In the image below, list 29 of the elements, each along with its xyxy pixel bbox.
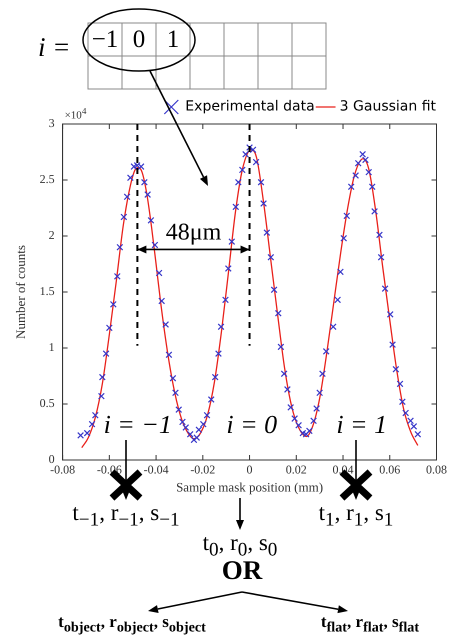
y-tick-label: 3	[48, 116, 55, 130]
x-axis-title: Sample mask position (mm)	[176, 480, 324, 495]
x-tick-label: 0.02	[286, 462, 307, 476]
text: i =	[38, 31, 70, 64]
y-tick-label: 2	[48, 228, 55, 242]
text: 1	[325, 510, 335, 531]
text: t$_{object}$, r$_{object}$, s$_{object}$	[58, 611, 206, 637]
text: t$_{flat}$, r$_{flat}$, s$_{flat}$	[320, 611, 420, 637]
text: 0	[122, 24, 156, 56]
legend-label: Experimental data	[185, 98, 315, 115]
annotation: i = 1	[336, 410, 388, 442]
legend-label: 3 Gaussian fit	[340, 98, 437, 115]
y-tick-label: 1.5	[40, 284, 55, 298]
annotation: 48μm	[166, 220, 222, 246]
x-tick-label: 0.08	[426, 462, 447, 476]
annotation: i = 0	[226, 410, 278, 442]
text: −1	[92, 26, 118, 53]
annotation: i = −1	[104, 410, 172, 442]
y-tick-label: 2.5	[40, 172, 55, 186]
y-tick-label: 1	[48, 340, 55, 354]
y-axis-title: Number of counts	[13, 245, 28, 339]
x-tick-label: 0.06	[379, 462, 400, 476]
text: 1	[166, 26, 180, 53]
text: −1	[78, 510, 100, 531]
text: ×10$^{4}$	[64, 106, 86, 123]
x-tick-label: 0	[246, 462, 253, 476]
x-tick-label: -0.02	[190, 462, 216, 476]
x-tick-label: -0.04	[144, 462, 169, 476]
y-tick-label: 0.5	[40, 396, 55, 410]
